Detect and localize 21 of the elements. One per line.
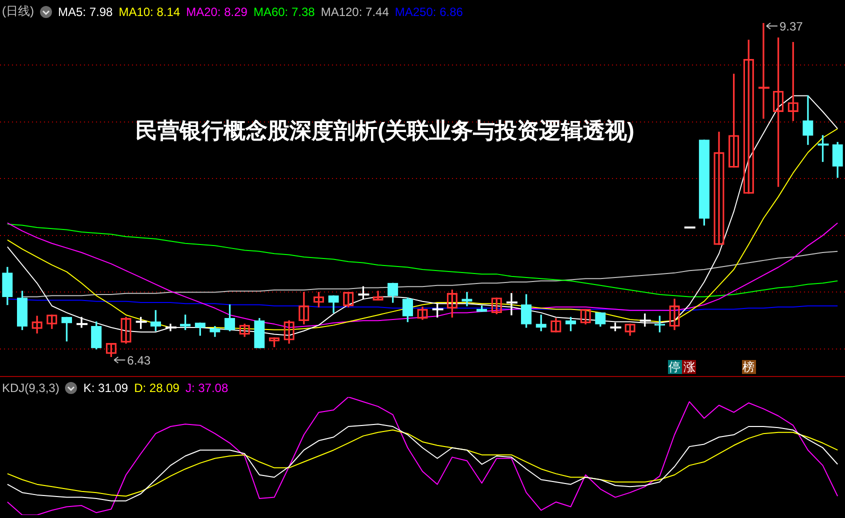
chart-title: KDJ(9,3,3) (2, 381, 60, 395)
text: MA20: 8.29 (186, 4, 248, 18)
text: MA60: 7.38 (253, 4, 315, 18)
text: MA10: 8.14 (118, 4, 180, 18)
annotation: 9.37 (779, 19, 804, 34)
candlestick (462, 292, 472, 306)
chart-subtitle: (日线) (2, 3, 34, 20)
text: 榜 (742, 360, 756, 374)
text: MA120: 7.44 (320, 4, 389, 18)
candlestick (76, 316, 88, 328)
candlestick (758, 23, 770, 119)
candlestick (506, 293, 518, 316)
text: D: 28.09 (134, 381, 180, 395)
text: J: 37.08 (185, 381, 228, 395)
text: MA5: 7.98 (58, 4, 113, 18)
text: 涨 (682, 360, 696, 374)
text: 停 (668, 360, 682, 374)
text: MA250: 6.86 (394, 4, 463, 18)
text: 民营银行概念股深度剖析(关联业务与投资逻辑透视) (134, 117, 636, 145)
annotation: 6.43 (127, 353, 151, 368)
text: K: 31.09 (83, 381, 128, 395)
